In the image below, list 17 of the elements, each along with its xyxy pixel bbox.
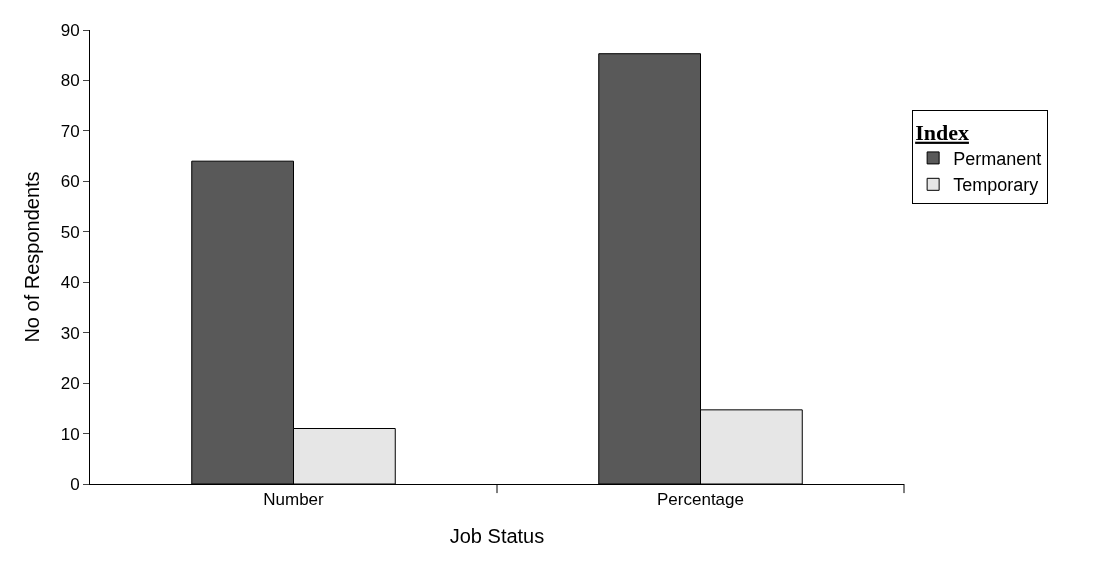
y-tick-label: 30 <box>60 323 80 343</box>
legend-label: Permanent <box>953 148 1042 169</box>
y-axis-title: No of Respondents <box>21 171 44 343</box>
y-tick-label: 70 <box>60 121 80 141</box>
y-tick-label: 40 <box>60 273 80 293</box>
y-tick-label: 10 <box>60 424 80 444</box>
y-tick-label: 0 <box>70 474 80 494</box>
legend-title: Index <box>915 119 969 145</box>
y-tick-label: 20 <box>60 374 80 394</box>
y-tick-label: 90 <box>60 20 80 40</box>
y-tick-label: 60 <box>60 172 80 192</box>
x-tick-label: Percentage <box>657 490 744 510</box>
y-tick-label: 80 <box>60 71 80 91</box>
y-tick-label: 50 <box>60 222 80 242</box>
x-tick-label: Number <box>263 490 325 510</box>
legend-label: Temporary <box>953 175 1039 196</box>
x-axis-title: Job Status <box>449 524 545 547</box>
